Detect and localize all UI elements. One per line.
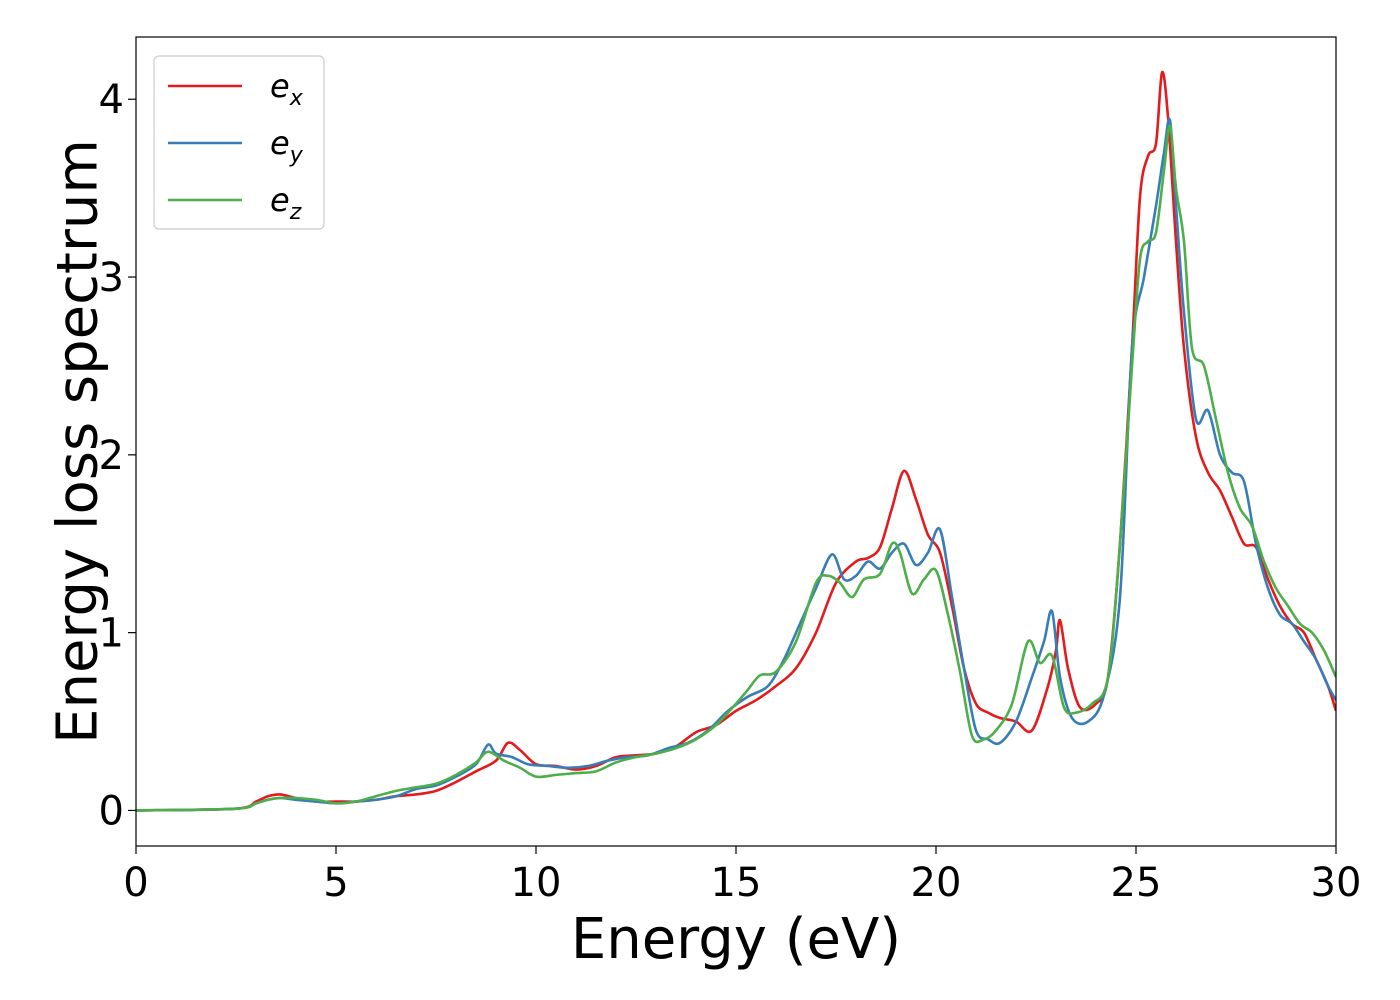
series-line-x (136, 70, 1336, 812)
x-tick-label: 30 (1311, 860, 1362, 906)
y-tick-label: 3 (99, 255, 124, 301)
legend-label-z: ez (270, 181, 302, 225)
ticks-layer: 0 5 10 15 20 25 30 0 1 2 3 4 (99, 77, 1362, 906)
legend-label-x: ex (270, 67, 304, 111)
x-tick-label: 15 (711, 860, 762, 906)
y-tick-label: 0 (99, 788, 124, 834)
y-tick-label: 1 (99, 611, 124, 657)
x-axis-label: Energy (eV) (571, 907, 901, 972)
y-tick-label: 2 (99, 433, 124, 479)
x-tick-label: 20 (911, 860, 962, 906)
series-line-z (136, 124, 1336, 812)
x-tick-label: 10 (511, 860, 562, 906)
x-tick-label: 5 (323, 860, 348, 906)
x-tick-label: 0 (123, 860, 148, 906)
y-tick-label: 4 (99, 77, 124, 123)
legend-label-y: ey (270, 124, 304, 168)
x-tick-label: 25 (1111, 860, 1162, 906)
legend: ex ey ez (153, 55, 325, 230)
series-layer (136, 70, 1336, 812)
y-axis-label: Energy loss spectrum (46, 139, 111, 744)
